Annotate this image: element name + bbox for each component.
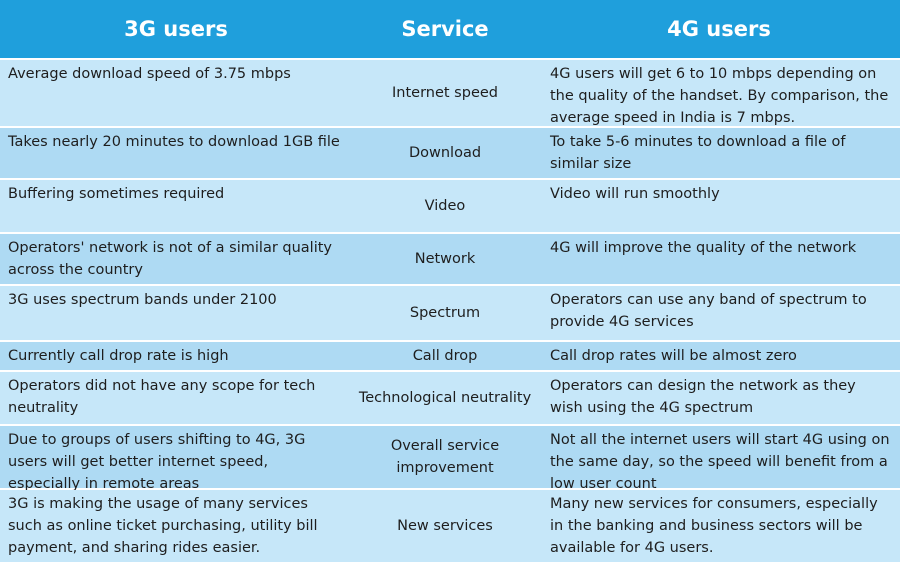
row-4-4g: 4G will improve the quality of the netwo… bbox=[538, 234, 900, 284]
row-6-4g: Call drop rates will be almost zero bbox=[538, 342, 900, 370]
header-4g-users: 4G users bbox=[538, 0, 900, 58]
row-4-service: Network bbox=[352, 234, 538, 284]
row-9-3g: 3G is making the usage of many services … bbox=[0, 490, 352, 562]
header-3g-users: 3G users bbox=[0, 0, 352, 58]
row-6-3g: Currently call drop rate is high bbox=[0, 342, 352, 370]
row-3-service: Video bbox=[352, 180, 538, 232]
row-8-service: Overall service improvement bbox=[352, 426, 538, 488]
row-3-4g: Video will run smoothly bbox=[538, 180, 900, 232]
header-service: Service bbox=[352, 0, 538, 58]
row-2-3g: Takes nearly 20 minutes to download 1GB … bbox=[0, 128, 352, 178]
row-7-service: Technological neutrality bbox=[352, 372, 538, 424]
row-7-3g: Operators did not have any scope for tec… bbox=[0, 372, 352, 424]
row-7-4g: Operators can design the network as they… bbox=[538, 372, 900, 424]
row-3-3g: Buffering sometimes required bbox=[0, 180, 352, 232]
row-8-3g: Due to groups of users shifting to 4G, 3… bbox=[0, 426, 352, 492]
row-2-4g: To take 5-6 minutes to download a file o… bbox=[538, 128, 900, 178]
row-9-service: New services bbox=[352, 490, 538, 562]
row-1-3g: Average download speed of 3.75 mbps bbox=[0, 60, 352, 126]
row-5-3g: 3G uses spectrum bands under 2100 bbox=[0, 286, 352, 340]
row-5-service: Spectrum bbox=[352, 286, 538, 340]
row-8-4g: Not all the internet users will start 4G… bbox=[538, 426, 900, 492]
row-6-service: Call drop bbox=[352, 342, 538, 370]
row-5-4g: Operators can use any band of spectrum t… bbox=[538, 286, 900, 340]
row-1-4g: 4G users will get 6 to 10 mbps depending… bbox=[538, 60, 900, 126]
row-9-4g: Many new services for consumers, especia… bbox=[538, 490, 900, 562]
row-4-3g: Operators' network is not of a similar q… bbox=[0, 234, 352, 284]
row-1-service: Internet speed bbox=[352, 60, 538, 126]
row-2-service: Download bbox=[352, 128, 538, 178]
